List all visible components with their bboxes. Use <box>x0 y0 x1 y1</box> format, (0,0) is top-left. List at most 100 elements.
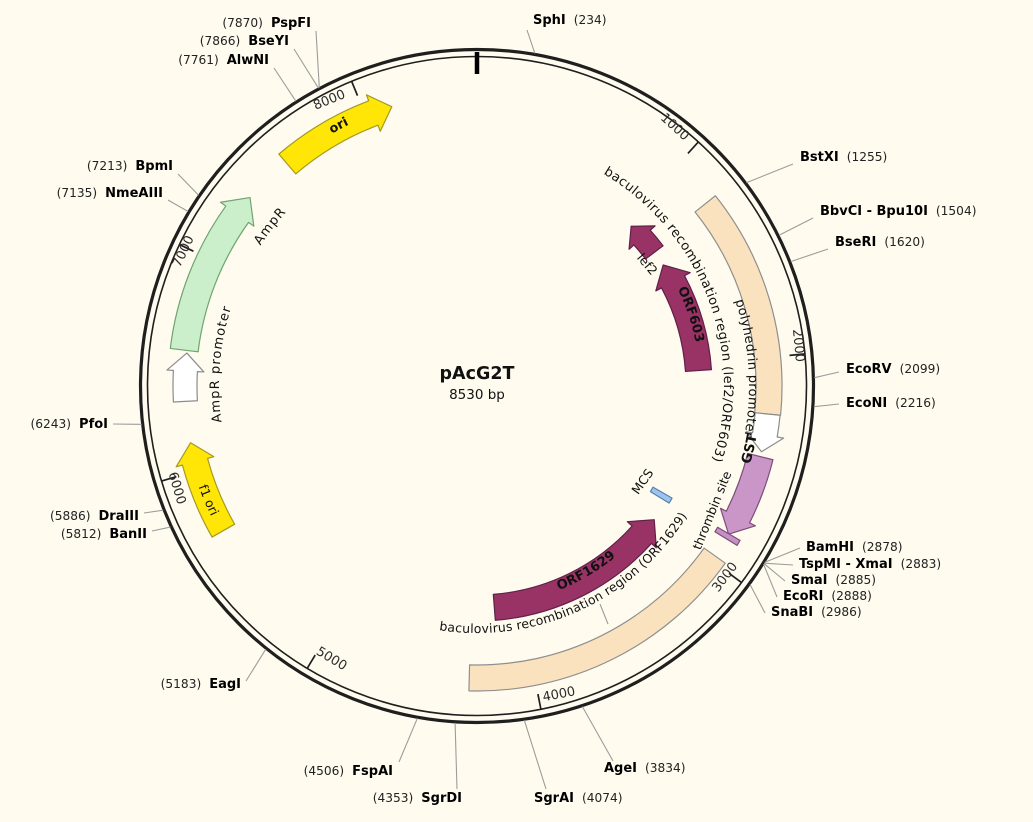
leader-bstxi <box>746 163 794 184</box>
plasmid-size: 8530 bp <box>449 387 505 403</box>
tick-5000 <box>306 654 316 670</box>
leader-agei <box>581 706 614 762</box>
site-label-sgrai[interactable]: SgrAI (4074) <box>534 791 623 806</box>
site-bamhi: BamHI (2878) <box>764 540 902 563</box>
feature-ampr[interactable] <box>169 196 255 353</box>
tick-4000 <box>537 693 542 710</box>
site-label-ecorv[interactable]: EcoRV (2099) <box>846 362 940 377</box>
site-label-agei[interactable]: AgeI (3834) <box>604 761 686 776</box>
tick-7000 <box>178 243 194 252</box>
leader-smai <box>763 563 786 582</box>
feature-gst[interactable] <box>719 452 774 535</box>
tick-1000 <box>687 140 700 154</box>
leader-bpmi <box>177 173 199 196</box>
tick-label-2000: 2000 <box>789 328 807 362</box>
feature-ori[interactable] <box>278 94 393 175</box>
plasmid-title: pAcG2T <box>440 364 515 384</box>
leader-bseyi <box>293 48 319 89</box>
site-label-sgrdi[interactable]: (4353) SgrDI <box>373 791 462 806</box>
leader-sphi <box>526 29 536 54</box>
leader-snabi <box>749 584 766 614</box>
tick-6000 <box>160 475 177 483</box>
tick-8000 <box>350 80 359 96</box>
leader-tspmi-xmai <box>764 562 794 566</box>
site-pfoi: (6243) PfoI <box>31 417 142 432</box>
leader-sgrdi <box>454 722 458 790</box>
label-ampr-promoter[interactable]: AmpR promoter <box>208 304 235 424</box>
site-sgrai: SgrAI (4074) <box>523 720 623 806</box>
site-bseri: BseRI (1620) <box>790 235 925 263</box>
tick-3000 <box>728 572 743 584</box>
site-label-draiii[interactable]: (5886) DraIII <box>50 509 139 524</box>
feature-mcs[interactable] <box>649 486 673 504</box>
site-econi: EcoNI (2216) <box>813 396 936 411</box>
leader-alwni <box>273 67 297 102</box>
site-label-pfoi[interactable]: (6243) PfoI <box>31 417 108 432</box>
tick-2000 <box>789 352 806 357</box>
site-ecorv: EcoRV (2099) <box>814 362 940 379</box>
site-label-eagi[interactable]: (5183) EagI <box>161 677 241 692</box>
site-nmeaiii: (7135) NmeAIII <box>57 186 189 212</box>
site-label-tspmi-xmai[interactable]: TspMI - XmaI (2883) <box>799 557 941 572</box>
site-label-ecori[interactable]: EcoRI (2888) <box>783 589 872 604</box>
tick-label-1000: 1000 <box>657 111 692 144</box>
site-label-bstxi[interactable]: BstXI (1255) <box>800 150 887 165</box>
site-label-nmeaiii[interactable]: (7135) NmeAIII <box>57 186 163 201</box>
site-eagi: (5183) EagI <box>161 648 267 692</box>
feature-ampr-promoter[interactable] <box>166 352 205 403</box>
site-label-smai[interactable]: SmaI (2885) <box>791 573 876 588</box>
leader-eagi <box>245 648 267 682</box>
site-label-bseyi[interactable]: (7866) BseYI <box>200 34 289 49</box>
tick-label-4000: 4000 <box>541 684 576 705</box>
site-draiii: (5886) DraIII <box>50 509 164 524</box>
label-ampr[interactable]: AmpR <box>251 204 289 247</box>
leader-bseri <box>790 248 829 263</box>
site-bstxi: BstXI (1255) <box>746 150 887 184</box>
leader-sgrai <box>523 720 547 790</box>
site-banii: (5812) BanII <box>61 526 171 542</box>
site-bseyi: (7866) BseYI <box>200 34 319 89</box>
site-bpmi: (7213) BpmI <box>87 159 199 196</box>
site-pspfi: (7870) PspFI <box>222 16 320 88</box>
site-snabi: SnaBI (2986) <box>749 584 862 620</box>
label-gst[interactable]: GST <box>738 432 760 465</box>
feature-orf603[interactable] <box>655 264 713 373</box>
site-ecori: EcoRI (2888) <box>763 564 872 604</box>
site-smai: SmaI (2885) <box>763 563 876 588</box>
site-label-pspfi[interactable]: (7870) PspFI <box>222 16 311 31</box>
site-fspai: (4506) FspAI <box>304 717 418 779</box>
plasmid-ring-inner <box>146 55 808 717</box>
feature-f1-ori[interactable] <box>175 442 236 538</box>
site-label-banii[interactable]: (5812) BanII <box>61 527 147 542</box>
leader-fspai <box>398 717 418 763</box>
site-agei: AgeI (3834) <box>581 706 686 776</box>
site-alwni: (7761) AlwNI <box>178 53 297 102</box>
feature-orf1629[interactable] <box>492 519 657 621</box>
leader-ecori <box>763 564 778 598</box>
leader-ecorv <box>814 371 840 379</box>
leader-nmeaiii <box>167 199 189 212</box>
site-label-econi[interactable]: EcoNI (2216) <box>846 396 936 411</box>
site-label-bbvci-bpu10i[interactable]: BbvCI - Bpu10I (1504) <box>820 204 976 219</box>
leader-bbvci-bpu10i <box>778 217 814 236</box>
feature-bacu-orf1629[interactable] <box>468 547 726 692</box>
site-label-alwni[interactable]: (7761) AlwNI <box>178 53 269 68</box>
leader-econi <box>813 403 840 408</box>
site-label-fspai[interactable]: (4506) FspAI <box>304 764 393 779</box>
leader-pspfi <box>315 30 320 88</box>
label-lef2[interactable]: lef2 <box>634 250 661 278</box>
site-label-sphi[interactable]: SphI (234) <box>533 13 607 28</box>
site-label-snabi[interactable]: SnaBI (2986) <box>771 605 862 620</box>
site-label-bpmi[interactable]: (7213) BpmI <box>87 159 173 174</box>
feature-polh-promoter[interactable] <box>745 412 785 453</box>
site-label-bamhi[interactable]: BamHI (2878) <box>806 540 902 555</box>
feature-lef2[interactable] <box>628 225 664 260</box>
site-label-bseri[interactable]: BseRI (1620) <box>835 235 925 250</box>
site-bbvci-bpu10i: BbvCI - Bpu10I (1504) <box>778 204 976 236</box>
connector-bacu-orf1629-label <box>599 603 609 625</box>
leader-draiii <box>143 509 164 514</box>
feature-thrombin-site[interactable] <box>714 526 741 546</box>
tick-label-5000: 5000 <box>313 644 349 674</box>
